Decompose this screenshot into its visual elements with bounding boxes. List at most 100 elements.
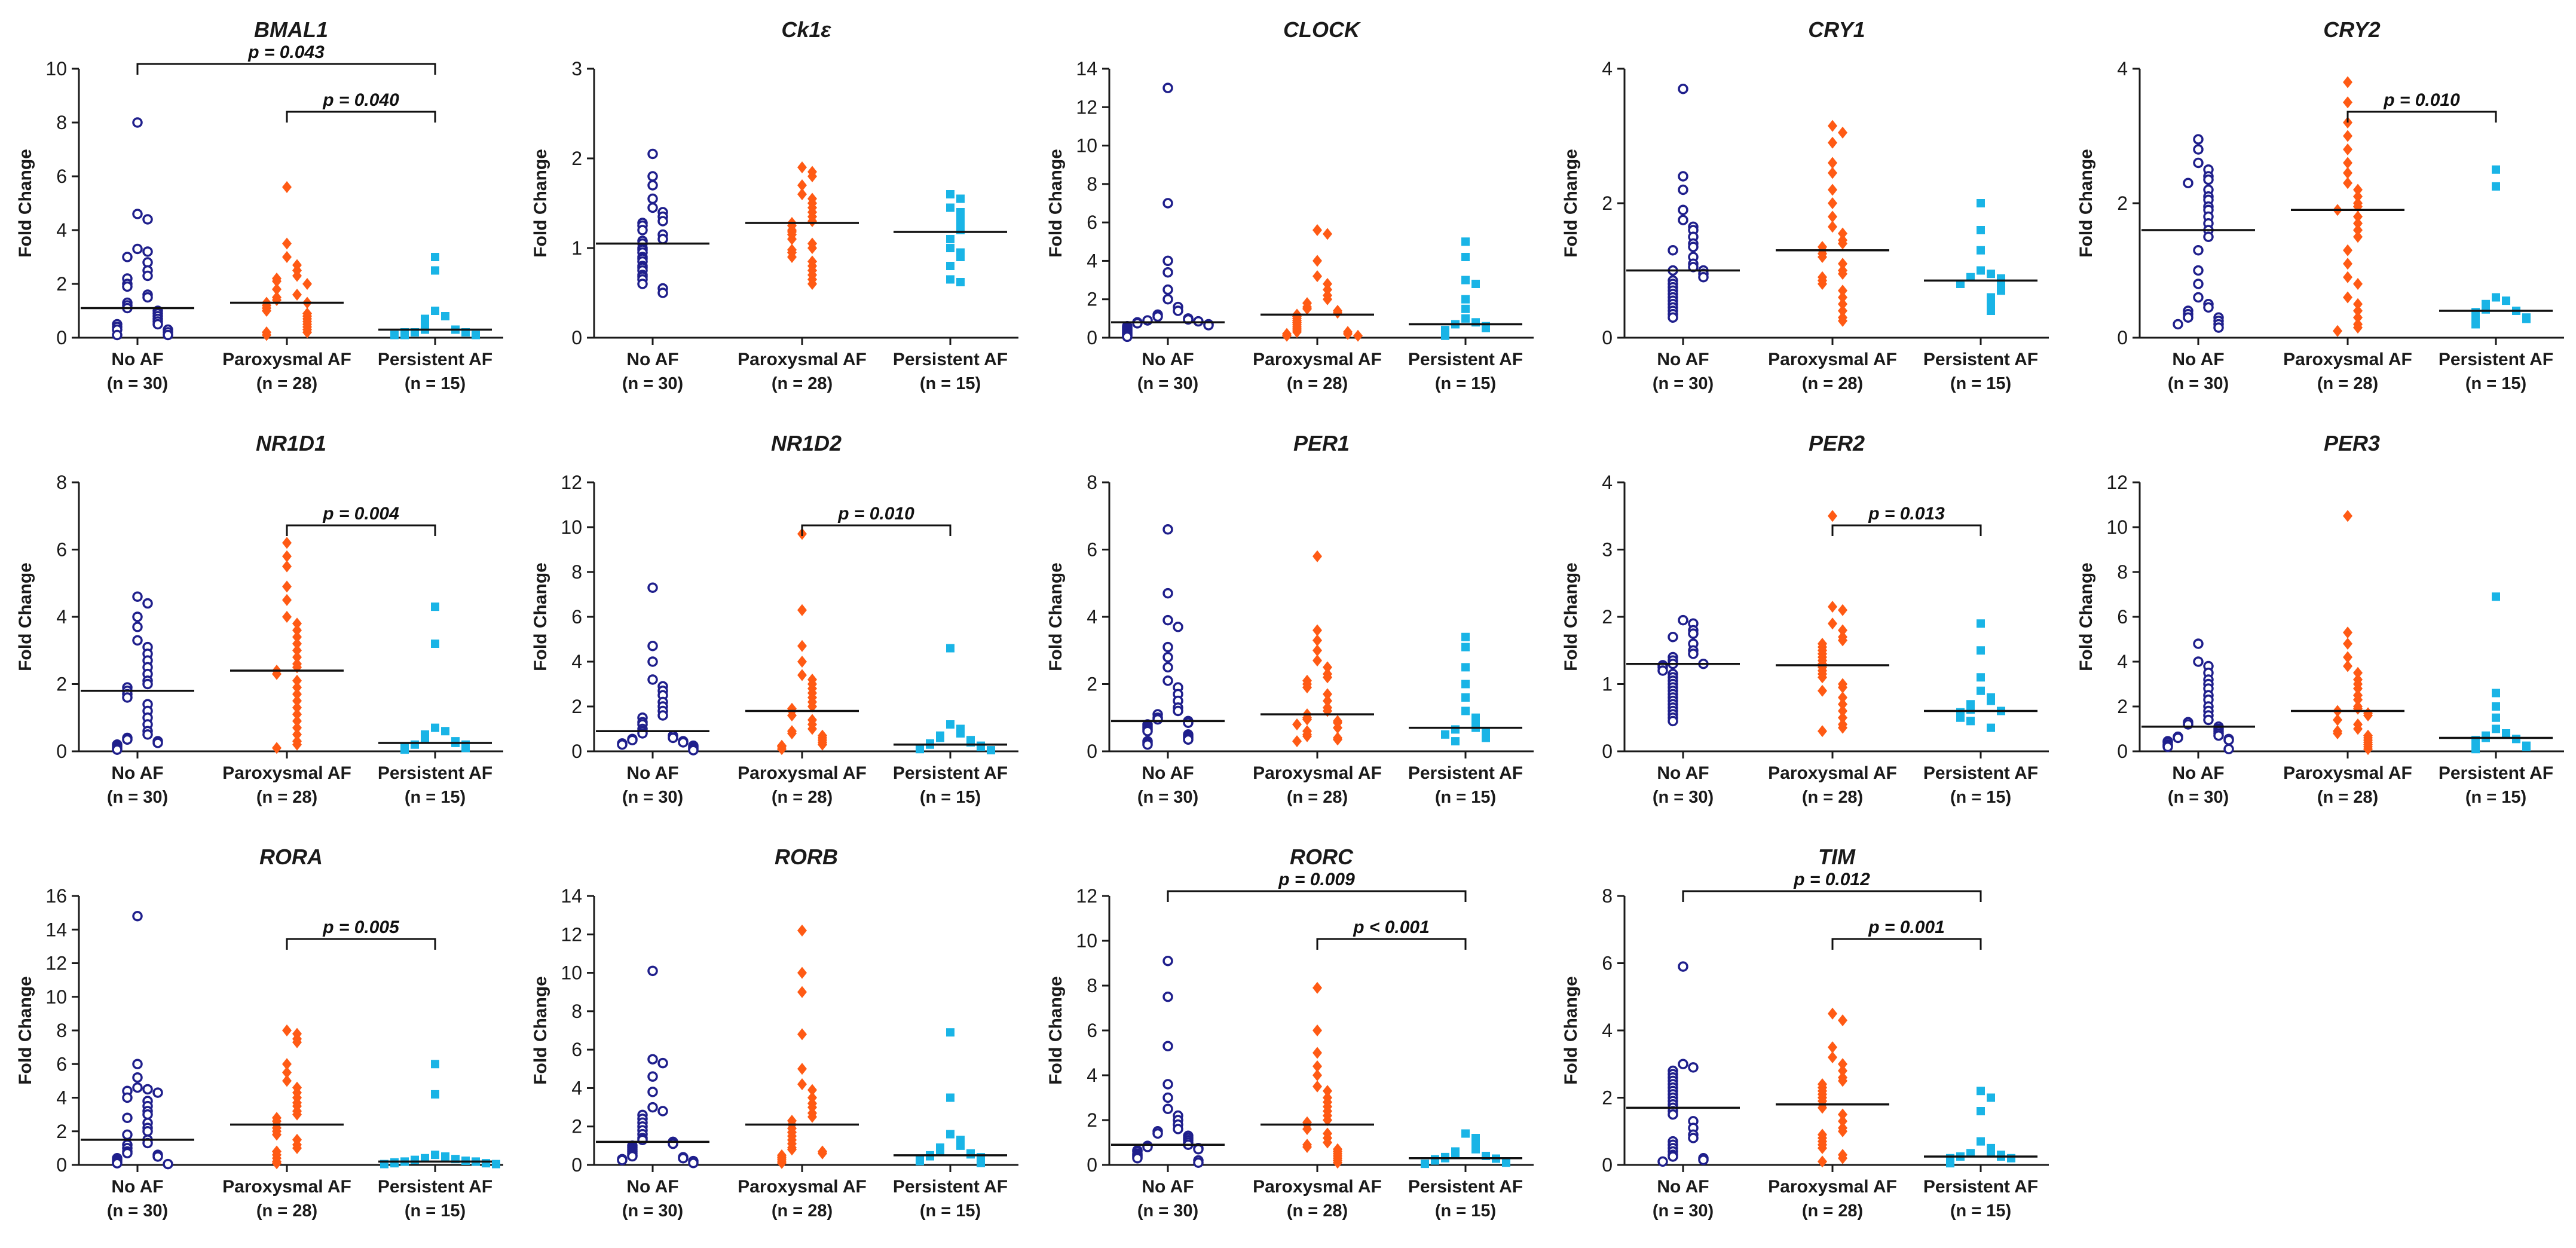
data-point	[1946, 1159, 1954, 1168]
data-point	[132, 591, 143, 602]
y-tick-label: 4	[1087, 1065, 1097, 1086]
data-point	[1818, 278, 1827, 290]
data-point	[1451, 725, 1460, 734]
x-group-n-label: (n = 30)	[1137, 1201, 1198, 1221]
data-point	[2353, 183, 2363, 196]
data-point	[1152, 1128, 1163, 1139]
data-point	[807, 278, 817, 290]
data-point	[132, 1082, 143, 1093]
chart-panel: CRY1 Fold Change 0 2 4 No AF (n = 30) Paroxysma…	[1561, 17, 2049, 393]
y-tick-label: 14	[1076, 58, 1097, 79]
x-group-n-label: (n = 28)	[2317, 374, 2378, 393]
y-tick-label: 2	[1087, 1109, 1097, 1131]
data-point	[797, 966, 807, 979]
y-tick-label: 6	[56, 1053, 67, 1075]
data-point	[302, 278, 312, 290]
data-point	[1838, 624, 1847, 637]
data-point	[2223, 744, 2234, 754]
data-point	[282, 237, 292, 250]
data-point	[292, 617, 302, 630]
data-point	[1657, 665, 1668, 676]
y-axis-label: Fold Change	[531, 149, 550, 258]
data-point	[1987, 293, 1995, 302]
x-group-n-label: (n = 15)	[1435, 1201, 1496, 1221]
p-value-label: p = 0.012	[1793, 870, 1870, 889]
data-point	[431, 723, 439, 732]
x-group-n-label: (n = 15)	[920, 374, 981, 393]
data-point	[1828, 120, 1837, 132]
y-tick-label: 6	[56, 539, 67, 561]
data-point	[777, 1157, 787, 1169]
data-point	[152, 319, 163, 330]
data-point	[1162, 82, 1173, 93]
data-point	[2482, 305, 2490, 314]
data-point	[1302, 1123, 1312, 1135]
data-point	[946, 644, 954, 653]
data-point	[936, 1147, 944, 1156]
data-point	[142, 246, 153, 257]
data-point	[132, 243, 143, 255]
data-point	[946, 720, 954, 729]
data-point	[1838, 285, 1847, 297]
y-axis-label: Fold Change	[16, 149, 35, 258]
data-point	[1193, 1157, 1204, 1168]
data-point	[1977, 246, 1985, 255]
data-point	[1173, 305, 1183, 316]
x-group-n-label: (n = 28)	[2317, 788, 2378, 807]
data-point	[1461, 304, 1470, 313]
data-point	[2343, 660, 2352, 672]
chart-panel: RORB Fold Change 0 2 4 6 8 10 12 14 No AF (n = 30) P…	[531, 845, 1018, 1221]
data-point	[1838, 268, 1847, 280]
data-point	[1162, 956, 1173, 966]
data-point	[142, 678, 153, 690]
x-category-label: Persistent AF	[378, 1177, 492, 1197]
data-point	[142, 270, 153, 282]
data-point	[2333, 325, 2342, 337]
data-point	[1818, 684, 1827, 697]
x-group-n-label: (n = 30)	[622, 1201, 683, 1221]
data-point	[777, 743, 787, 755]
data-point	[1977, 686, 1985, 695]
data-point	[1451, 1149, 1460, 1158]
significance-bracket	[286, 938, 436, 950]
y-tick-label: 2	[2117, 696, 2128, 717]
x-category-label: No AF	[1142, 763, 1194, 783]
data-point	[2203, 231, 2214, 242]
x-category-label: No AF	[111, 350, 163, 369]
x-group-n-label: (n = 28)	[772, 1201, 833, 1221]
y-tick-label: 4	[1602, 1020, 1613, 1041]
x-category-label: Paroxysmal AF	[222, 1177, 351, 1197]
data-point	[2492, 713, 2500, 722]
x-category-label: No AF	[626, 763, 678, 783]
data-point	[1688, 241, 1699, 252]
data-point	[1333, 721, 1342, 734]
data-point	[1471, 280, 1480, 288]
x-category-label: No AF	[626, 350, 678, 369]
data-point	[431, 1090, 439, 1099]
data-point	[946, 275, 954, 284]
data-point	[292, 721, 302, 734]
data-point	[1333, 307, 1342, 319]
data-point	[647, 965, 658, 977]
data-point	[122, 1148, 133, 1159]
data-point	[1828, 1051, 1837, 1063]
data-point	[2363, 743, 2373, 755]
significance-bracket	[801, 524, 952, 536]
data-point	[1838, 692, 1847, 703]
data-point	[2522, 742, 2531, 751]
y-axis-label: Fold Change	[1046, 149, 1066, 258]
x-category-label: Paroxysmal AF	[1768, 763, 1897, 783]
data-point	[122, 1112, 133, 1123]
data-point	[1162, 255, 1173, 267]
data-point	[1152, 311, 1163, 322]
data-point	[441, 727, 449, 736]
data-point	[1313, 224, 1322, 236]
x-group-n-label: (n = 28)	[1802, 374, 1863, 393]
data-point	[946, 262, 954, 270]
data-point	[1966, 1149, 1975, 1158]
data-point	[1302, 302, 1312, 315]
data-point	[1152, 714, 1163, 725]
data-point	[282, 1058, 292, 1070]
data-point	[1828, 1041, 1837, 1054]
